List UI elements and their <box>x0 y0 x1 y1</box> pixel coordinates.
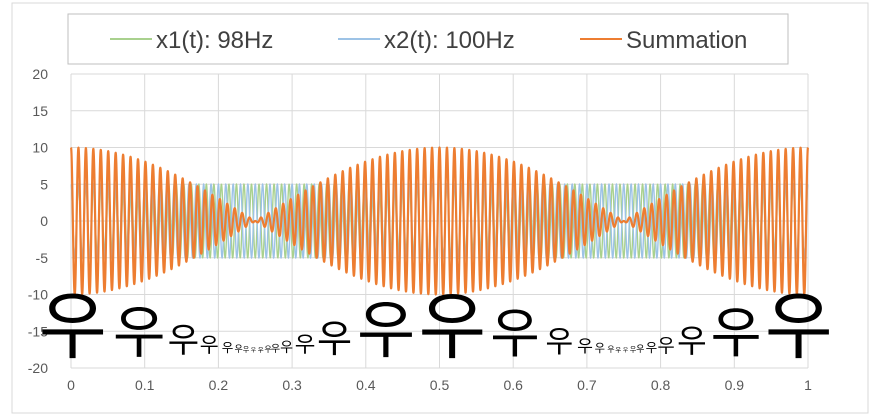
overlay-glyph: 우 <box>271 343 280 355</box>
overlay-glyph: 우 <box>39 284 107 370</box>
overlay-glyph: 우 <box>357 293 415 367</box>
overlay-glyph: 우 <box>595 342 605 355</box>
y-tick-label: -15 <box>28 323 48 339</box>
overlay-glyph: 우 <box>419 285 486 370</box>
overlay-glyph: 우 <box>235 344 243 355</box>
overlay-glyph: 우 <box>251 347 257 354</box>
x-tick-label: 0.1 <box>135 377 155 393</box>
series-line-summation <box>69 146 810 296</box>
overlay-glyph: 우 <box>765 285 833 370</box>
x-tick-label: 0.2 <box>209 377 229 393</box>
x-tick-label: 0.8 <box>651 377 671 393</box>
legend: x1(t): 98Hz x2(t): 100Hz Summation <box>67 13 789 65</box>
x-tick-label: 0 <box>67 377 75 393</box>
series-line-x2 <box>70 182 809 260</box>
x-tick-label: 0.9 <box>725 377 745 393</box>
overlay-glyph: 우 <box>200 333 219 357</box>
overlay-glyph: 우 <box>317 317 352 361</box>
legend-label-summation: Summation <box>626 27 747 54</box>
legend-box <box>67 13 789 65</box>
x-tick-label: 0.7 <box>577 377 597 393</box>
x-tick-label: 0.3 <box>282 377 302 393</box>
overlay-glyph: 우 <box>657 335 674 357</box>
y-tick-label: 5 <box>40 176 48 192</box>
overlay-glyph: 우 <box>168 321 199 361</box>
overlay-glyph: 우 <box>636 344 644 355</box>
y-tick-label: -10 <box>28 287 48 303</box>
y-tick-label: 0 <box>40 213 48 229</box>
overlay-glyph: 우 <box>677 322 707 360</box>
x-tick-label: 0.4 <box>356 377 376 393</box>
overlay-glyph: 우 <box>113 300 165 366</box>
overlay-glyph: 우 <box>711 302 762 366</box>
overlay-glyph: 우 <box>243 345 250 354</box>
overlay-glyph: 우 <box>280 340 293 356</box>
y-tick-label: -20 <box>28 360 48 376</box>
y-axis-ticks: 20 15 10 5 0 -5 -10 -15 -20 <box>28 66 48 376</box>
legend-label-x2: x2(t): 100Hz <box>384 27 515 54</box>
overlay-glyph: 우 <box>295 332 316 358</box>
legend-label-x1: x1(t): 98Hz <box>156 27 273 54</box>
y-tick-label: 10 <box>32 140 48 156</box>
series-lines <box>69 146 810 296</box>
x-axis-ticks: 0 0.1 0.2 0.3 0.4 0.5 0.6 0.7 0.8 0.9 1 <box>67 377 812 393</box>
overlay-glyph: 우 <box>545 325 573 360</box>
overlay-glyph: 우 <box>646 340 658 355</box>
overlay-glyph: 우 <box>607 345 614 354</box>
overlay-glyph: 우 <box>615 346 621 354</box>
overlay-glyph: 우 <box>623 347 629 354</box>
overlay-glyph: 우 <box>490 302 539 365</box>
y-tick-label: -5 <box>36 250 49 266</box>
overlay-glyph: 우 <box>630 345 637 354</box>
overlay-glyph: 우 <box>577 337 593 357</box>
overlay-glyph: 우 <box>264 345 271 354</box>
y-tick-label: 20 <box>32 66 48 82</box>
x-tick-label: 0.5 <box>430 377 450 393</box>
overlay-glyph: 우 <box>258 346 264 354</box>
overlay-glyph: 우 <box>222 340 234 355</box>
y-tick-label: 15 <box>32 103 48 119</box>
x-tick-label: 1 <box>804 377 812 393</box>
x-tick-label: 0.6 <box>503 377 523 393</box>
